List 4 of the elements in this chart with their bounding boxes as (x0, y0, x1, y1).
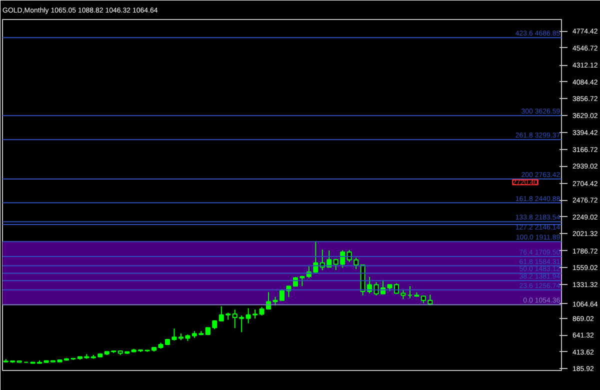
candlestick (246, 308, 251, 324)
candlestick (252, 308, 258, 320)
candlestick (239, 314, 244, 333)
candlestick (232, 309, 238, 329)
